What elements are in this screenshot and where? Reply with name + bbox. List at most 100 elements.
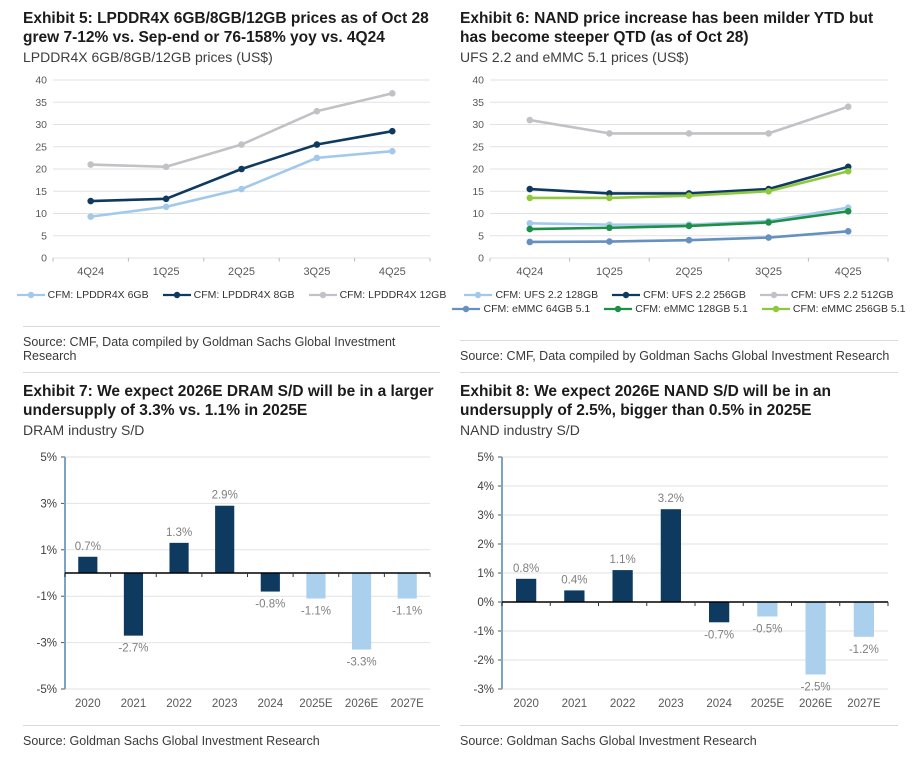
svg-text:0%: 0% [477, 597, 494, 609]
legend-item: CFM: UFS 2.2 512GB [759, 289, 894, 301]
line-chart-svg: 0 5 10 15 20 25 30 35 40 4Q24 1Q25 2Q25 3Q25 4Q25 [472, 75, 889, 278]
bar-label: -1.2% [849, 644, 879, 656]
exhibit6-legend: CFM: UFS 2.2 128GB CFM: UFS 2.2 256GB CFM:… [452, 289, 906, 315]
series-cfm-lpddr4x-12gb [87, 90, 396, 171]
bar-2022 [612, 570, 633, 602]
legend-label: CFM: eMMC 64GB 5.1 [483, 303, 591, 315]
svg-text:40: 40 [35, 75, 47, 87]
exhibit8-source-block: Source: Goldman Sachs Global Investment … [460, 725, 898, 757]
svg-text:4Q24: 4Q24 [516, 266, 543, 278]
svg-text:2027E: 2027E [391, 698, 425, 710]
exhibit8-bar-chart: -3% -2% -1% 0% 1% 2% 3% 4% 5% 0.8% 0.4% 1.1% 3.2% -0.… [460, 447, 898, 720]
divider [23, 725, 440, 726]
svg-text:4Q25: 4Q25 [835, 266, 862, 278]
bar-2024 [260, 573, 280, 592]
bar-2025E [757, 602, 778, 617]
series-cfm-lpddr4x-8gb [87, 127, 396, 205]
svg-text:1%: 1% [477, 568, 494, 580]
svg-text:2023: 2023 [212, 698, 238, 710]
legend-label: CFM: LPDDR4X 12GB [339, 289, 447, 301]
series-cfm-emmc-256gb-5-1 [526, 167, 852, 202]
exhibit6-source-block: Source: CMF, Data compiled by Goldman Sa… [460, 340, 898, 372]
legend-row: CFM: eMMC 64GB 5.1 CFM: eMMC 128GB 5.1 CFM… [452, 303, 906, 315]
svg-text:2025E: 2025E [751, 698, 785, 710]
bar-2026E [805, 602, 826, 675]
svg-text:1Q25: 1Q25 [596, 266, 623, 278]
svg-text:35: 35 [35, 97, 47, 109]
exhibit7-subtitle: DRAM industry S/D [23, 422, 145, 438]
svg-text:4Q24: 4Q24 [77, 266, 104, 278]
svg-text:2021: 2021 [121, 698, 147, 710]
legend-marker-icon [162, 291, 191, 299]
line-chart-svg: 0 5 10 15 20 25 30 35 40 4Q24 1Q25 2Q25 3Q25 4Q25 [35, 75, 431, 278]
svg-text:15: 15 [472, 186, 484, 198]
bar-2021 [123, 573, 144, 636]
legend-label: CFM: eMMC 128GB 5.1 [635, 303, 748, 315]
exhibit6-line-chart: 0 5 10 15 20 25 30 35 40 4Q24 1Q25 2Q25 3Q25 4Q25 [460, 74, 898, 287]
exhibit7-title: Exhibit 7: We expect 2026E DRAM S/D will… [23, 383, 434, 419]
svg-text:-5%: -5% [37, 684, 57, 696]
svg-text:-1%: -1% [37, 591, 57, 603]
svg-text:5%: 5% [477, 452, 494, 464]
series-cfm-ufs-2-2-512gb [526, 103, 852, 137]
exhibit6-title: Exhibit 6: NAND price increase has been … [460, 10, 874, 46]
bar-label: -3.3% [347, 657, 377, 669]
svg-text:2026E: 2026E [345, 698, 379, 710]
legend-item: CFM: LPDDR4X 6GB [16, 289, 149, 301]
divider [23, 326, 440, 327]
svg-text:2022: 2022 [610, 698, 636, 710]
svg-text:2020: 2020 [75, 698, 101, 710]
svg-text:0: 0 [41, 253, 47, 265]
svg-text:15: 15 [35, 186, 47, 198]
exhibit5-legend: CFM: LPDDR4X 6GB CFM: LPDDR4X 8GB CFM: LPD… [16, 289, 446, 301]
svg-text:-3%: -3% [474, 684, 494, 696]
legend-item: CFM: UFS 2.2 256GB [612, 289, 746, 301]
legend-marker-icon [16, 291, 45, 299]
exhibit5-source: Source: CMF, Data compiled by Goldman Sa… [23, 335, 396, 363]
panel-exhibit-6: Exhibit 6: NAND price increase has been … [452, 9, 906, 373]
legend-item: CFM: LPDDR4X 12GB [308, 289, 447, 301]
bar-2026E [351, 573, 372, 650]
svg-text:0: 0 [478, 253, 484, 265]
bar-label: -0.5% [752, 624, 782, 636]
svg-text:1Q25: 1Q25 [153, 266, 180, 278]
bar-label: -0.8% [255, 599, 285, 611]
section-divider [460, 372, 898, 373]
svg-text:30: 30 [35, 119, 47, 131]
legend-label: CFM: UFS 2.2 256GB [643, 289, 746, 301]
legend-row: CFM: LPDDR4X 6GB CFM: LPDDR4X 8GB CFM: LPD… [16, 289, 447, 301]
svg-text:5%: 5% [40, 452, 57, 464]
divider [460, 725, 898, 726]
bar-label: -2.5% [801, 682, 831, 694]
exhibit6-subtitle: UFS 2.2 and eMMC 5.1 prices (US$) [460, 49, 689, 65]
bar-label: 0.7% [75, 541, 101, 553]
bar-chart-svg: -3% -2% -1% 0% 1% 2% 3% 4% 5% 0.8% 0.4% 1.1% 3.2% -0.… [474, 452, 889, 710]
bar-2024 [708, 602, 730, 623]
exhibit8-source: Source: Goldman Sachs Global Investment … [460, 734, 757, 748]
panel-exhibit-7: Exhibit 7: We expect 2026E DRAM S/D will… [23, 373, 440, 757]
panel-exhibit-5: Exhibit 5: LPDDR4X 6GB/8GB/12GB prices a… [16, 9, 446, 373]
legend-item: CFM: LPDDR4X 8GB [162, 289, 295, 301]
svg-text:4Q25: 4Q25 [379, 266, 406, 278]
bar-label: -0.7% [704, 629, 734, 641]
bar-label: -1.1% [392, 606, 422, 618]
legend-row: CFM: UFS 2.2 128GB CFM: UFS 2.2 256GB CFM:… [464, 289, 894, 301]
exhibit7-source-block: Source: Goldman Sachs Global Investment … [23, 725, 440, 757]
bar-label: -1.1% [301, 606, 331, 618]
svg-text:-3%: -3% [37, 638, 57, 650]
svg-text:2Q25: 2Q25 [228, 266, 255, 278]
svg-text:10: 10 [35, 208, 47, 220]
legend-marker-icon [464, 291, 493, 299]
bar-label: 1.3% [166, 527, 192, 539]
legend-label: CFM: UFS 2.2 512GB [790, 289, 894, 301]
series-cfm-emmc-128gb-5-1 [526, 207, 852, 233]
svg-text:20: 20 [35, 164, 47, 176]
legend-marker-icon [759, 291, 788, 299]
svg-text:-1%: -1% [474, 626, 494, 638]
legend-item: CFM: eMMC 64GB 5.1 [452, 303, 590, 315]
svg-text:3%: 3% [477, 510, 494, 522]
svg-text:35: 35 [472, 97, 484, 109]
svg-text:2022: 2022 [166, 698, 192, 710]
divider [460, 340, 898, 341]
bar-label: 2.9% [212, 490, 238, 502]
